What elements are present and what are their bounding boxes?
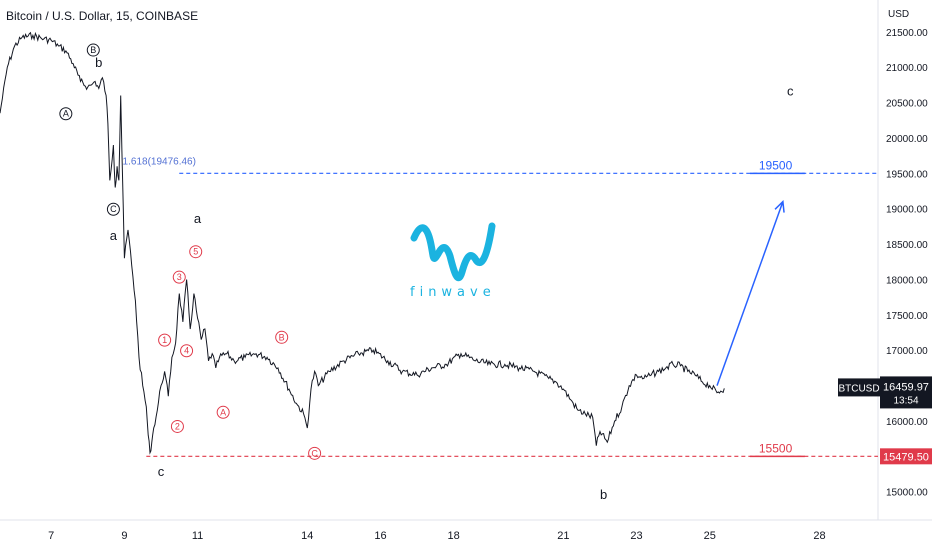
wave-label-circle	[308, 446, 322, 460]
wave-label: 4	[184, 346, 189, 356]
wave-label: A	[63, 109, 69, 119]
wave-label-circle	[86, 43, 100, 57]
wave-label: c	[787, 84, 794, 99]
wave-label-circle	[216, 405, 230, 419]
y-tick-label: 21000.00	[886, 63, 928, 74]
price-series-line	[0, 31, 725, 455]
x-tick-label: 14	[301, 530, 313, 542]
wave-label: C	[110, 204, 117, 214]
x-tick-label: 9	[121, 530, 127, 542]
current-price-tag-bg	[880, 376, 932, 409]
wave-label: b	[95, 55, 102, 70]
y-tick-label: 19000.00	[886, 205, 928, 216]
y-tick-label: 21500.00	[886, 28, 928, 39]
symbol-tag-label: BTCUSD	[838, 383, 879, 394]
x-tick-label: 21	[557, 530, 569, 542]
y-tick-label: 17000.00	[886, 346, 928, 357]
bar-countdown: 13:54	[893, 395, 918, 406]
x-tick-label: 25	[704, 530, 716, 542]
chart-title: Bitcoin / U.S. Dollar, 15, COINBASE	[6, 9, 199, 23]
wave-label: a	[194, 211, 202, 226]
x-tick-label: 23	[630, 530, 642, 542]
x-tick-label: 18	[448, 530, 460, 542]
x-ticks: 7 9 11 14 16 18 21 23 25 28	[48, 530, 825, 542]
wave-label-circle	[59, 107, 73, 121]
wave-label: 3	[177, 272, 182, 282]
x-tick-label: 7	[48, 530, 54, 542]
wave-label: B	[90, 45, 96, 55]
projection-arrow-head	[774, 200, 785, 213]
support-price-tag-bg	[880, 448, 932, 465]
wave-label-circle	[189, 245, 203, 259]
price-tags: BTCUSD 16459.97 13:54 15479.50	[838, 376, 932, 465]
target-level-label: 19500	[759, 158, 793, 172]
wave-label: A	[220, 407, 226, 417]
symbol-tag-bg	[838, 378, 880, 397]
wave-label-circle	[158, 333, 172, 347]
wave-label-circle	[106, 202, 120, 216]
y-tick-label: 18500.00	[886, 240, 928, 251]
x-tick-label: 16	[374, 530, 386, 542]
y-tick-label: 16000.00	[886, 417, 928, 428]
y-tick-label: 19500.00	[886, 169, 928, 180]
levels: 19500 1.618(19476.46) 15500	[123, 156, 878, 458]
wave-label-circle	[275, 330, 289, 344]
x-tick-label: 28	[813, 530, 825, 542]
wave-label: 1	[162, 335, 167, 345]
currency-label: USD	[888, 9, 910, 20]
y-tick-label: 20000.00	[886, 134, 928, 145]
wave-label: c	[158, 464, 165, 479]
support-level-label: 15500	[759, 441, 793, 455]
support-price-tag: 15479.50	[883, 451, 929, 463]
y-tick-label: 20500.00	[886, 99, 928, 110]
wave-label: C	[311, 448, 318, 458]
projection-arrow-line	[716, 201, 784, 386]
y-ticks: 15000.0015500.0016000.0016500.0017000.00…	[886, 28, 928, 499]
y-tick-label: 17500.00	[886, 311, 928, 322]
current-price-value: 16459.97	[883, 381, 929, 393]
wave-label: 2	[175, 421, 180, 431]
x-tick-label: 11	[192, 530, 203, 542]
fib-extension-label: 1.618(19476.46)	[123, 156, 196, 167]
wave-label: 5	[193, 247, 198, 257]
wave-label-circle	[180, 344, 194, 358]
y-tick-label: 18000.00	[886, 275, 928, 286]
series	[0, 31, 725, 455]
wave-label-circle	[172, 270, 186, 284]
logo-wordmark: finwave	[410, 285, 496, 300]
y-tick-label: 15000.00	[886, 488, 928, 499]
wave-label: a	[110, 228, 118, 243]
finwave-logo-icon	[410, 222, 496, 282]
wave-label-circle	[170, 419, 184, 433]
wave-label: b	[600, 487, 607, 502]
wave-label: B	[279, 332, 285, 342]
